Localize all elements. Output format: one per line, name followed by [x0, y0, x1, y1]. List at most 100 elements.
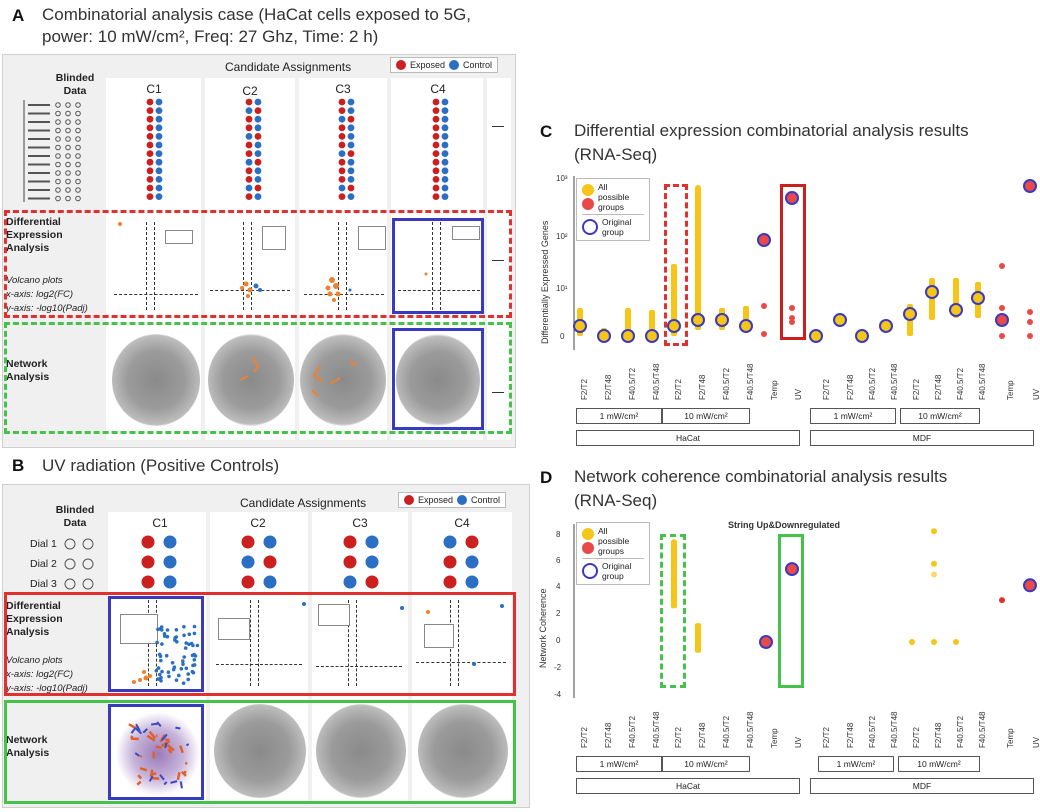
panel-b-network-box — [4, 700, 516, 804]
assignment-dot — [246, 107, 253, 114]
original-group-icon — [582, 563, 598, 579]
all-groups-red-icon — [582, 542, 594, 554]
panel-d-f2t2-dashed-box — [660, 534, 686, 688]
original-group-marker — [716, 314, 728, 326]
x-tick-label: F2/T2 — [912, 727, 921, 748]
assignment-dot — [156, 193, 163, 200]
original-group-marker — [598, 330, 610, 342]
x-tick-label: F2/T2 — [580, 727, 589, 748]
assignment-dot — [147, 150, 154, 157]
panel-a-title-2: power: 10 mW/cm², Freq: 27 Ghz, Time: 2 … — [42, 26, 378, 48]
panel-b-col-label-3: C3 — [330, 516, 390, 530]
x-tick-label: F2/T2 — [674, 379, 683, 400]
assignment-dot — [433, 193, 440, 200]
panel-a-col-label-4: C4 — [408, 82, 468, 96]
x-tick-label: F40.5/T48 — [746, 712, 755, 748]
assignment-dot — [246, 142, 253, 149]
assignment-dot — [442, 124, 449, 131]
assignment-dot — [246, 116, 253, 123]
panel-d-letter: D — [540, 468, 552, 488]
x-tick-label: F40.5/T48 — [652, 364, 661, 400]
trial-circle — [56, 162, 61, 167]
assignment-dot — [246, 99, 253, 106]
panel-a-col-label-3: C3 — [313, 82, 373, 96]
original-group-marker — [758, 234, 770, 246]
panel-a-legend: Exposed Control — [390, 57, 498, 73]
x-tick-label: F40.5/T2 — [628, 716, 637, 748]
assignment-dot — [164, 556, 177, 569]
trial-row-bar — [28, 198, 50, 200]
assignment-dot — [344, 536, 357, 549]
x-tick-label: F2/T48 — [846, 375, 855, 400]
trial-circle — [66, 103, 71, 108]
original-group-marker — [972, 292, 984, 304]
trial-circle — [66, 188, 71, 193]
panel-b-dial-1: Dial 1 — [30, 538, 57, 551]
trial-circle — [76, 137, 81, 142]
assignment-dot — [433, 167, 440, 174]
panel-a-assignment-dots — [106, 96, 496, 208]
original-group-marker — [834, 314, 846, 326]
trial-circle — [66, 179, 71, 184]
group-point — [953, 639, 959, 645]
group-point — [931, 561, 937, 567]
panel-b-de-box — [4, 592, 516, 696]
group-point — [999, 263, 1005, 269]
x-tick-label: UV — [794, 737, 803, 748]
assignment-dot — [348, 185, 355, 192]
all-groups-yellow-icon — [582, 528, 594, 540]
group-point — [1027, 333, 1033, 339]
trial-circle — [66, 162, 71, 167]
x-tick-label: Temp — [1006, 380, 1015, 400]
trial-circle — [56, 145, 61, 150]
x-tick-label: UV — [794, 389, 803, 400]
panel-d-legend-original: Original group — [602, 561, 644, 581]
assignment-dot — [348, 193, 355, 200]
x-tick-label: F40.5/T48 — [652, 712, 661, 748]
trial-row-bar — [28, 189, 50, 191]
panel-c-title-2: (RNA-Seq) — [574, 144, 657, 166]
assignment-dot — [339, 167, 346, 174]
assignment-dot — [255, 107, 262, 114]
group-point — [1027, 309, 1033, 315]
assignment-dot — [246, 167, 253, 174]
assignment-dot — [348, 150, 355, 157]
trial-circle — [76, 128, 81, 133]
assignment-dot — [255, 99, 262, 106]
panel-d-power-left-2: 10 mW/cm² — [662, 756, 750, 772]
assignment-dot — [147, 124, 154, 131]
assignment-dot — [255, 150, 262, 157]
panel-d-power-left-1: 1 mW/cm² — [576, 756, 662, 772]
trial-circle — [76, 103, 81, 108]
trial-circle — [56, 103, 61, 108]
assignment-dot — [348, 124, 355, 131]
panel-c-uv-box — [780, 184, 806, 340]
assignment-dot — [344, 576, 357, 589]
assignment-dot — [246, 124, 253, 131]
assignment-dot — [147, 142, 154, 149]
panel-c-ytick-0: 10³ — [556, 174, 568, 183]
assignment-dot — [339, 193, 346, 200]
x-tick-label: F40.5/T2 — [868, 368, 877, 400]
assignment-dot — [339, 159, 346, 166]
panel-d-ytick-0: 8 — [556, 530, 560, 539]
legend-exposed-label: Exposed — [410, 60, 445, 70]
assignment-dot — [339, 99, 346, 106]
legend-control-label: Control — [463, 60, 492, 70]
assignment-dot — [433, 150, 440, 157]
trial-row-bar — [28, 172, 50, 174]
assignment-dot — [339, 124, 346, 131]
x-tick-label: F40.5/T48 — [978, 364, 987, 400]
panel-c-legend: All possible groups Original group — [576, 178, 650, 241]
trial-circle — [66, 120, 71, 125]
panel-c-title-1: Differential expression combinatorial an… — [574, 120, 969, 142]
assignment-dot — [444, 576, 457, 589]
assignment-dot — [348, 176, 355, 183]
all-groups-yellow-icon — [582, 184, 594, 196]
assignment-dot — [433, 99, 440, 106]
panel-b-assignment-dots — [108, 532, 512, 592]
assignment-dot — [255, 142, 262, 149]
panel-b-col-label-1: C1 — [130, 516, 190, 530]
x-tick-label: F2/T48 — [604, 723, 613, 748]
assignment-dot — [246, 150, 253, 157]
